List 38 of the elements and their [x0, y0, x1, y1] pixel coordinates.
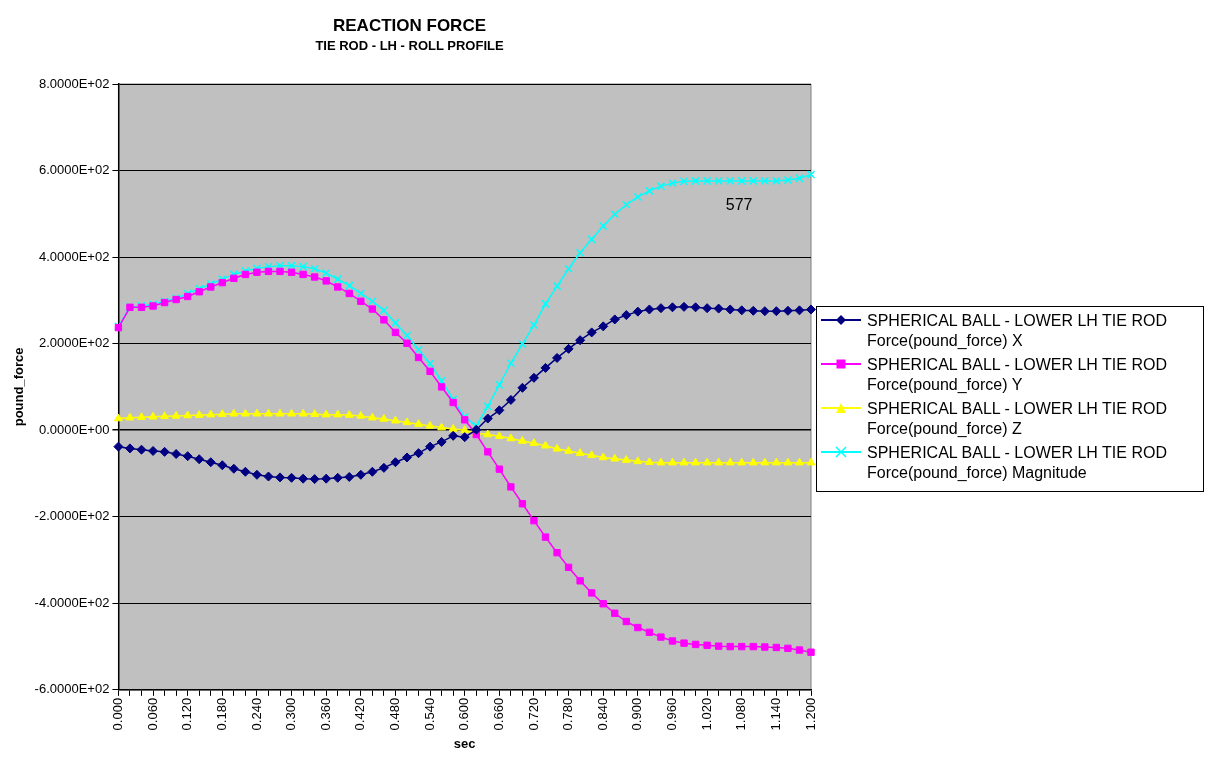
- x-tick-label: 1.020: [698, 697, 714, 731]
- y-tick-label: 4.0000E+02: [38, 248, 110, 264]
- y-axis-title: pound_force: [11, 347, 27, 427]
- annotation: 577: [725, 195, 753, 213]
- x-tick-label: 0.300: [283, 697, 299, 731]
- chart-subtitle: TIE ROD - LH - ROLL PROFILE: [315, 37, 504, 53]
- x-tick-label: 0.480: [387, 697, 403, 731]
- x-tick-label: 0.000: [109, 697, 125, 731]
- x-tick-label: 0.900: [629, 697, 645, 731]
- x-tick-label: 0.120: [179, 697, 195, 731]
- legend-label: SPHERICAL BALL - LOWER LH TIE ROD Force(pound_force) Y: [867, 355, 1168, 395]
- x-tick-label: 1.200: [802, 697, 818, 731]
- legend-label: SPHERICAL BALL - LOWER LH TIE ROD Force(pound_force) Z: [867, 399, 1168, 439]
- y-tick-label: 8.0000E+02: [38, 75, 110, 91]
- x-tick-label: 0.960: [664, 697, 680, 731]
- x-tick-label: 0.720: [525, 697, 541, 731]
- x-tick-label: 0.420: [352, 697, 368, 731]
- y-tick-label: -4.0000E+02: [34, 594, 110, 610]
- chart-title: REACTION FORCE: [333, 15, 486, 35]
- x-tick-label: 0.840: [594, 697, 610, 731]
- x-tick-label: 0.600: [456, 697, 472, 731]
- y-tick-label: 2.0000E+02: [38, 335, 110, 351]
- x-tick-label: 0.180: [213, 697, 229, 731]
- x-tick-label: 0.660: [490, 697, 506, 731]
- x-tick-label: 1.140: [767, 697, 783, 731]
- x-tick-label: 0.360: [317, 697, 333, 731]
- x-tick-label: 0.240: [248, 697, 264, 731]
- x-tick-label: 0.780: [560, 697, 576, 731]
- y-tick-label: -2.0000E+02: [34, 508, 110, 524]
- y-tick-label: 0.0000E+00: [38, 421, 110, 437]
- x-axis-title: sec: [453, 735, 476, 751]
- x-tick-label: 1.080: [733, 697, 749, 731]
- x-tick-label: 0.060: [144, 697, 160, 731]
- legend-label: SPHERICAL BALL - LOWER LH TIE ROD Force(pound_force) X: [867, 311, 1168, 351]
- x-tick-label: 0.540: [421, 697, 437, 731]
- y-tick-label: 6.0000E+02: [38, 162, 110, 178]
- legend-label: SPHERICAL BALL - LOWER LH TIE ROD Force(pound_force) Magnitude: [867, 443, 1168, 483]
- y-tick-label: -6.0000E+02: [34, 681, 110, 697]
